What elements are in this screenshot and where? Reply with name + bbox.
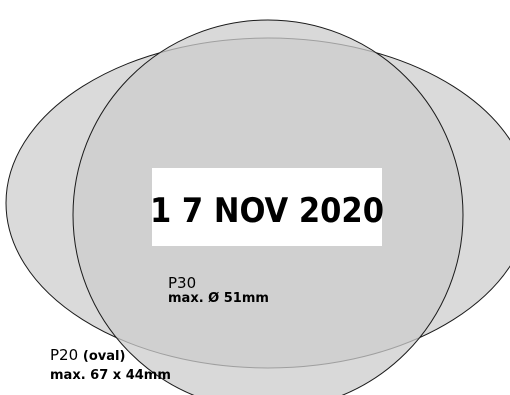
p20-name: P20 — [50, 346, 79, 364]
date-stamp-text: 1 7 NOV 2020 — [150, 191, 384, 231]
p30-name: P30 — [168, 274, 197, 292]
p20-size-label: max. 67 x 44mm — [50, 368, 171, 383]
p30-size-label: max. Ø 51mm — [168, 291, 269, 306]
p20-label: P20 (oval) — [50, 346, 126, 364]
date-box — [152, 168, 382, 246]
p30-label: P30 — [168, 276, 196, 291]
p20-shape: (oval) — [82, 349, 126, 364]
